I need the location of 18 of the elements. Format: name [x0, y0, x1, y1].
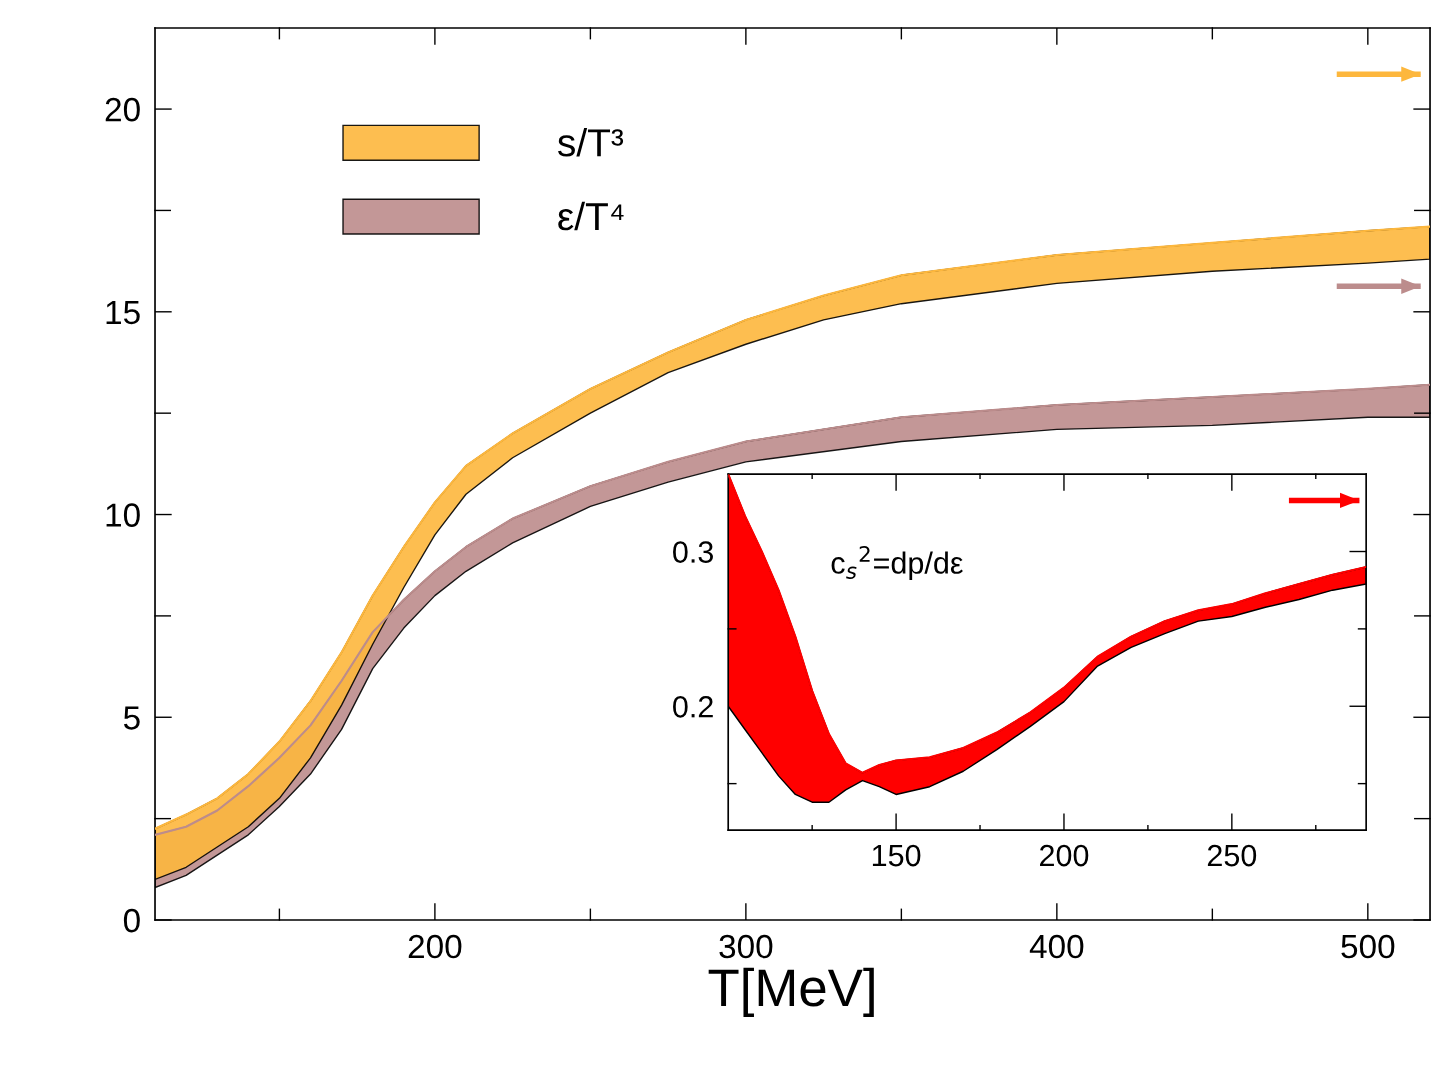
y-tick-label: 0 [123, 908, 140, 933]
y-tick-label: 0.2 [673, 695, 713, 718]
x-axis-title: T[MeV] [708, 967, 874, 1017]
y-tick-label: 15 [106, 300, 140, 325]
y-tick-label: 0.3 [673, 541, 713, 563]
legend-label: s/T³ [557, 127, 624, 157]
x-tick-label: 200 [1040, 844, 1089, 867]
y-tick-label: 10 [106, 503, 140, 527]
x-tick-label: 250 [1207, 844, 1257, 867]
legend-label: ε/T⁴ [558, 201, 624, 231]
x-tick-label: 400 [1029, 934, 1084, 959]
x-tick-label: 300 [719, 934, 773, 959]
x-tick-label: 500 [1341, 934, 1395, 959]
annotation: c$_{s}$$^{2}$=dp/dε [831, 545, 963, 580]
y-tick-label: 20 [105, 97, 140, 122]
x-tick-label: 200 [408, 934, 462, 959]
x-tick-label: 150 [872, 844, 921, 867]
y-tick-label: 5 [123, 706, 140, 730]
